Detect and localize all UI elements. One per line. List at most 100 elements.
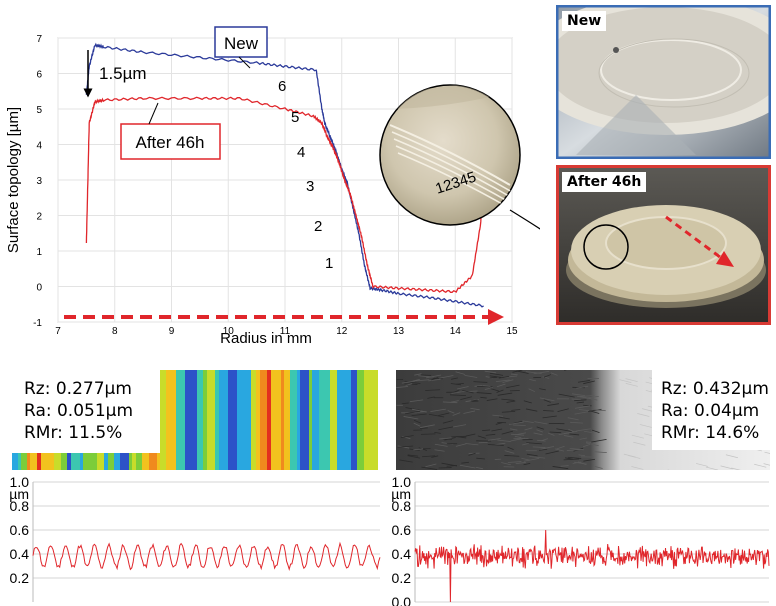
sem-grain [731,467,741,470]
sem-grain [537,439,546,442]
right-rz: Rz: 0.432µm [661,379,769,399]
sem-grain [568,428,575,433]
sem-grain [489,375,502,378]
sem-grain [459,464,476,469]
sem-grain [453,424,467,428]
heatmap-stripe [166,370,170,470]
sem-grain [533,432,543,436]
sem-grain [510,373,518,376]
sem-grain [542,415,557,419]
sem-grain [625,378,638,382]
sem-grain [570,421,584,424]
heatmap-stripe [364,370,369,470]
sem-grain [401,402,409,405]
sem-grain [501,410,516,413]
heatmap-stripe [271,370,275,470]
sem-grain [565,457,573,460]
zoom-connector [509,209,540,230]
x-tick-label: 9 [169,326,175,337]
sem-grain [548,432,555,436]
after-legend-label: After 46h [136,133,205,152]
sem-grain [470,407,480,411]
profile-y-tick: 0.8 [10,498,30,514]
sem-grain [488,438,501,441]
profile-y-tick: 0.2 [392,570,412,586]
sem-grain [556,445,565,450]
profile-y-tick: 0.6 [10,522,30,538]
heatmap-stripe [245,370,252,470]
profile-y-tick: 0.8 [392,498,412,514]
sem-grain [563,458,580,461]
sem-grain [631,466,644,470]
sem-grain [528,388,536,393]
sem-grain [585,442,599,447]
sem-grain [522,443,529,446]
sem-grain [556,428,572,432]
sem-grain [495,379,510,383]
sem-grain [514,435,522,439]
heatmap-stripe [169,370,177,470]
sem-grain [463,410,476,414]
sem-grain [409,399,424,403]
profile-line [414,529,770,603]
sem-grain [403,416,419,420]
sem-grain [637,413,650,417]
sem-grain [536,426,545,430]
sem-grain [425,389,441,391]
y-tick-label: -1 [33,318,42,329]
sem-grain [412,379,420,382]
sem-grain [425,463,437,468]
after-disc-photo [556,165,771,325]
y-tick-label: 4 [36,141,42,152]
heatmap-stripe [319,370,327,470]
sem-grain [461,461,470,464]
sem-grain [579,437,588,440]
left-ra: Ra: 0.051µm [24,401,134,421]
sem-grain [574,461,587,465]
sem-grain [422,455,436,458]
sem-grain [428,378,441,382]
sem-grain [399,459,413,463]
heatmap-stripe [237,370,246,470]
sem-grain [470,399,478,402]
sem-grain [508,421,524,425]
sem-grain [522,420,534,424]
sem-grain [619,379,632,383]
sem-grain [425,374,442,379]
sem-grain [525,371,542,374]
sem-grain [515,462,526,465]
sem-grain [456,436,467,439]
sem-grain [725,454,738,459]
sem-grain [563,430,578,434]
heatmap-stripe [326,370,331,470]
y-axis-title: Surface topology [µm] [5,107,22,253]
sem-grain [460,396,472,401]
x-tick-label: 10 [223,326,235,337]
sem-grain [579,395,595,397]
heatmap-stripe [274,370,282,470]
sem-grain [476,457,485,460]
after-legend-box [120,123,221,160]
sem-grain [521,457,530,461]
step-label: 3 [306,178,314,195]
sem-grain [430,408,446,412]
profile-y-tick: 0.6 [392,522,412,538]
sem-grain [462,390,478,393]
sem-grain [507,461,522,463]
sem-grain [407,455,421,459]
sem-grain [396,386,409,388]
new-disc-photo [556,5,771,159]
right-rmr: RMr: 14.6% [661,423,760,443]
sem-grain [431,377,439,381]
sem-grain [465,433,476,437]
step-label: 2 [314,218,322,235]
sem-grain [523,462,531,466]
sem-grain [539,397,555,402]
sem-grain [576,401,584,404]
x-tick-label: 13 [393,326,405,337]
x-tick-label: 14 [450,326,462,337]
sem-grain [401,380,416,384]
sem-grain [405,407,422,411]
sem-grain [511,409,521,411]
sem-grain [421,466,438,470]
